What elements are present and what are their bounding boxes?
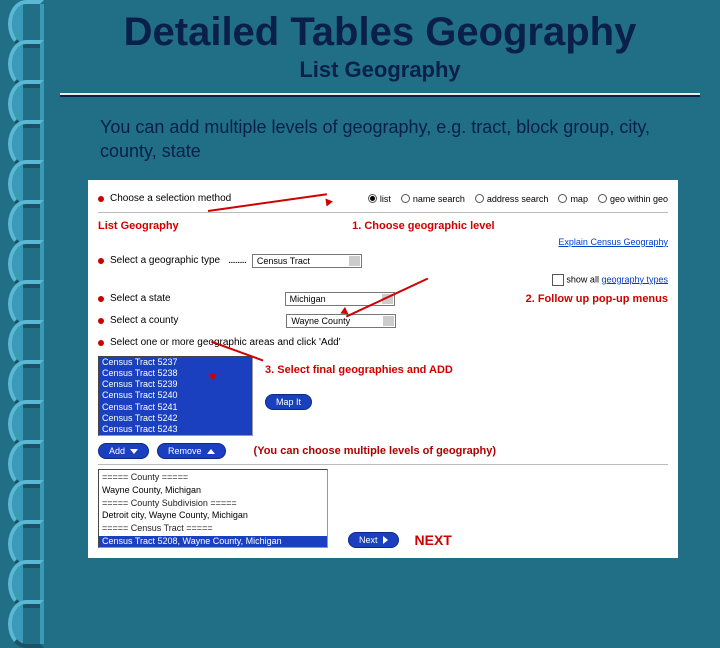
explain-geography-link[interactable]: Explain Census Geography <box>558 237 668 247</box>
radio-map[interactable]: map <box>558 194 588 204</box>
list-item[interactable]: Census Tract 5208, Wayne County, Michiga… <box>99 536 327 547</box>
geo-type-select[interactable]: Census Tract <box>252 254 362 268</box>
list-item[interactable]: Census Tract 5239 <box>99 379 252 390</box>
map-it-button[interactable]: Map It <box>265 394 312 410</box>
step1-label: 1. Choose geographic level <box>352 220 494 232</box>
list-item[interactable]: Census Tract 5240 <box>99 390 252 401</box>
selected-geo-listbox[interactable]: ===== County ===== Wayne County, Michiga… <box>98 469 328 548</box>
page-subtitle: List Geography <box>60 57 700 83</box>
list-item[interactable]: Census Tract 5243 <box>99 424 252 435</box>
tract-listbox[interactable]: Census Tract 5237 Census Tract 5238 Cens… <box>98 356 253 437</box>
list-item[interactable]: Census Tract 5237 <box>99 357 252 368</box>
list-divider: ===== Census Tract ===== <box>99 523 327 534</box>
state-select[interactable]: Michigan <box>285 292 395 306</box>
list-item[interactable]: Census Tract 5242 <box>99 413 252 424</box>
state-label: Select a state <box>110 293 171 304</box>
list-item[interactable]: Census Tract 5238 <box>99 368 252 379</box>
add-button[interactable]: Add <box>98 443 149 459</box>
bullet-icon <box>98 340 104 346</box>
multi-level-note: (You can choose multiple levels of geogr… <box>254 445 496 457</box>
lead-text: You can add multiple levels of geography… <box>100 115 680 164</box>
divider <box>98 212 668 213</box>
radio-list[interactable]: list <box>368 194 391 204</box>
step2-label: 2. Follow up pop-up menus <box>526 293 668 305</box>
county-label: Select a county <box>110 315 178 326</box>
list-divider: ===== County ===== <box>99 472 327 483</box>
page-title: Detailed Tables Geography <box>60 10 700 55</box>
spiral-binding <box>8 0 48 540</box>
bullet-icon <box>98 318 104 324</box>
remove-button[interactable]: Remove <box>157 443 226 459</box>
show-all-label: show all <box>566 274 599 284</box>
list-divider: ===== County Subdivision ===== <box>99 498 327 509</box>
chevron-up-icon <box>207 449 215 454</box>
choose-method-label: Choose a selection method <box>110 193 231 204</box>
radio-geo-within[interactable]: geo within geo <box>598 194 668 204</box>
geo-type-label: Select a geographic type <box>110 255 220 266</box>
selection-method-radios: list name search address search map geo … <box>368 194 668 204</box>
geography-types-link[interactable]: geography types <box>601 274 668 284</box>
title-rule <box>60 93 700 97</box>
arrow-head-icon <box>325 197 333 206</box>
show-all-checkbox[interactable] <box>552 274 564 286</box>
divider <box>98 464 668 465</box>
radio-address-search[interactable]: address search <box>475 194 549 204</box>
radio-name-search[interactable]: name search <box>401 194 465 204</box>
bullet-icon <box>98 258 104 264</box>
bullet-icon <box>98 296 104 302</box>
list-item[interactable]: Wayne County, Michigan <box>99 485 327 496</box>
list-item[interactable]: Detroit city, Wayne County, Michigan <box>99 510 327 521</box>
screenshot-panel: Choose a selection method list name sear… <box>88 180 678 558</box>
bullet-icon <box>98 196 104 202</box>
list-geography-label: List Geography <box>98 220 179 232</box>
step3-label: 3. Select final geographies and ADD <box>265 364 453 376</box>
leader-dots: .......... <box>228 255 246 266</box>
list-item[interactable]: Census Tract 5241 <box>99 402 252 413</box>
chevron-down-icon <box>130 449 138 454</box>
